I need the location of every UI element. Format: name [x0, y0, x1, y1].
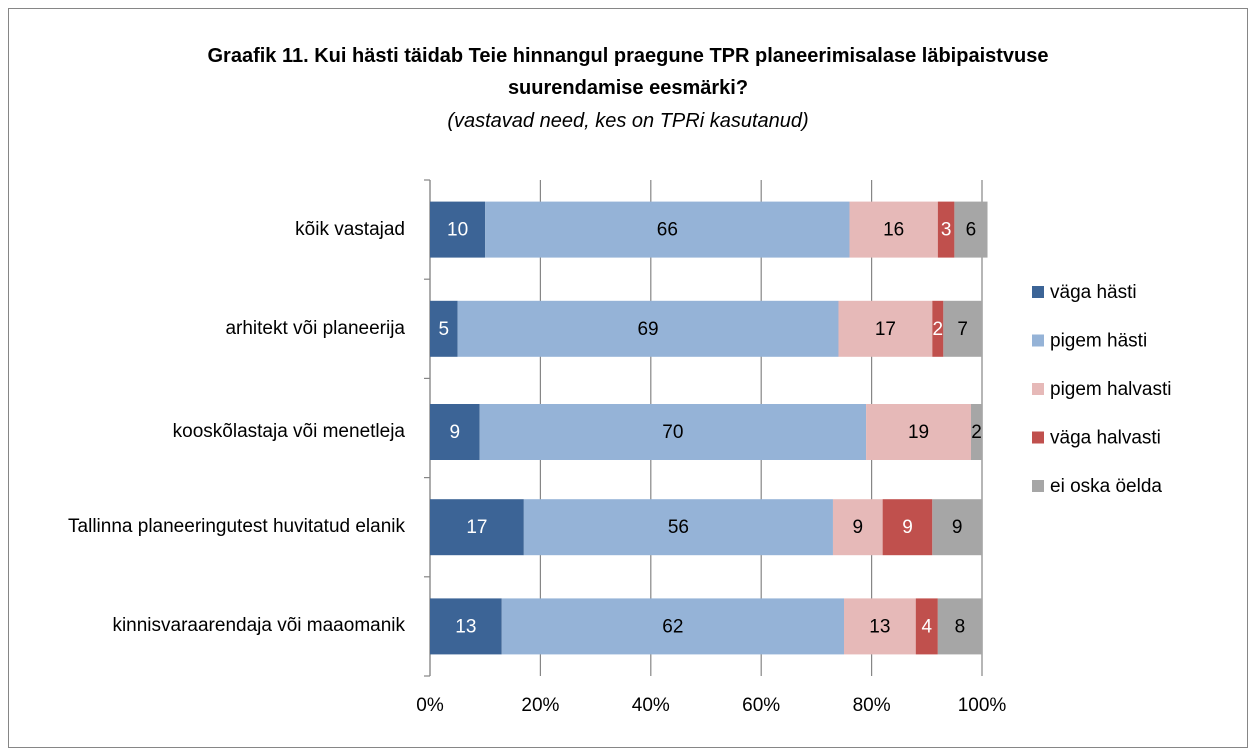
data-label: 5 [439, 319, 450, 340]
bar-segment [970, 404, 982, 460]
legend-swatch [1032, 431, 1044, 444]
bar-segment [943, 300, 982, 357]
data-label: 9 [853, 517, 864, 538]
bar-segment [479, 404, 867, 460]
bar-segment [866, 404, 971, 460]
chart-subtitle: (vastavad need, kes on TPRi kasutanud) [447, 110, 809, 132]
legend-swatch [1032, 383, 1044, 395]
data-label: 9 [450, 422, 461, 443]
legend-label: väga halvasti [1050, 428, 1161, 449]
data-label: 17 [466, 517, 487, 538]
y-tick-label: Tallinna planeeringutest huvitatud elani… [68, 516, 405, 538]
data-label: 16 [883, 220, 904, 241]
data-label: 2 [971, 422, 982, 443]
data-label: 62 [662, 616, 683, 637]
legend-label: väga hästi [1050, 282, 1137, 303]
y-tick-label: kõik vastajad [295, 218, 405, 240]
data-label: 3 [941, 220, 952, 241]
bar-segment [457, 300, 839, 357]
data-label: 6 [966, 220, 977, 241]
bar-segment [937, 201, 955, 258]
legend-swatch [1032, 334, 1044, 347]
data-label: 9 [952, 517, 963, 538]
data-label: 10 [447, 220, 468, 241]
data-label: 70 [662, 422, 683, 443]
bar-segment [932, 499, 982, 556]
y-tick-label: arhitekt või planeerija [225, 317, 405, 339]
bar-segment [501, 598, 844, 655]
data-label: 19 [908, 422, 929, 443]
bar-segment [937, 598, 982, 655]
x-tick-label: 80% [853, 695, 891, 716]
bar-segment [844, 598, 916, 655]
bar-segment [954, 201, 988, 258]
y-tick-label: kinnisvaraarendaja või maaomanik [112, 615, 405, 637]
data-label: 13 [455, 616, 476, 637]
data-label: 7 [957, 319, 968, 340]
data-label: 56 [668, 517, 689, 538]
data-label: 13 [869, 616, 890, 637]
bar-segment [523, 499, 833, 556]
x-tick-label: 60% [742, 695, 780, 716]
bar-segment [932, 300, 944, 357]
legend-label: pigem hästi [1050, 331, 1147, 352]
bar-segment [430, 499, 524, 556]
bar-segment [485, 201, 850, 258]
bar-segment [849, 201, 938, 258]
data-label: 66 [657, 220, 678, 241]
data-label: 8 [955, 616, 966, 637]
legend-swatch [1032, 480, 1044, 492]
chart-title: Graafik 11. Kui hästi täidab Teie hinnan… [207, 45, 1049, 99]
bar-segment [430, 404, 480, 460]
y-tick-label: kooskõlastaja või menetleja [172, 421, 405, 442]
x-tick-label: 0% [416, 695, 444, 716]
legend-swatch [1032, 286, 1044, 298]
bar-segment [430, 598, 502, 655]
data-label: 69 [637, 319, 658, 340]
x-tick-label: 40% [632, 695, 670, 716]
bar-segment [838, 300, 933, 357]
bar-segment [832, 499, 883, 556]
legend-label: pigem halvasti [1050, 379, 1171, 400]
bar-segment [915, 598, 938, 655]
bar-segment [430, 300, 458, 357]
bar-segment [882, 499, 933, 556]
data-label: 9 [902, 517, 913, 538]
x-tick-label: 20% [521, 695, 559, 716]
legend-label: ei oska öelda [1050, 476, 1162, 497]
bar-segment [430, 201, 486, 258]
data-label: 17 [875, 319, 896, 340]
data-label: 4 [922, 616, 933, 637]
x-tick-label: 100% [958, 695, 1007, 716]
data-label: 2 [933, 319, 944, 340]
